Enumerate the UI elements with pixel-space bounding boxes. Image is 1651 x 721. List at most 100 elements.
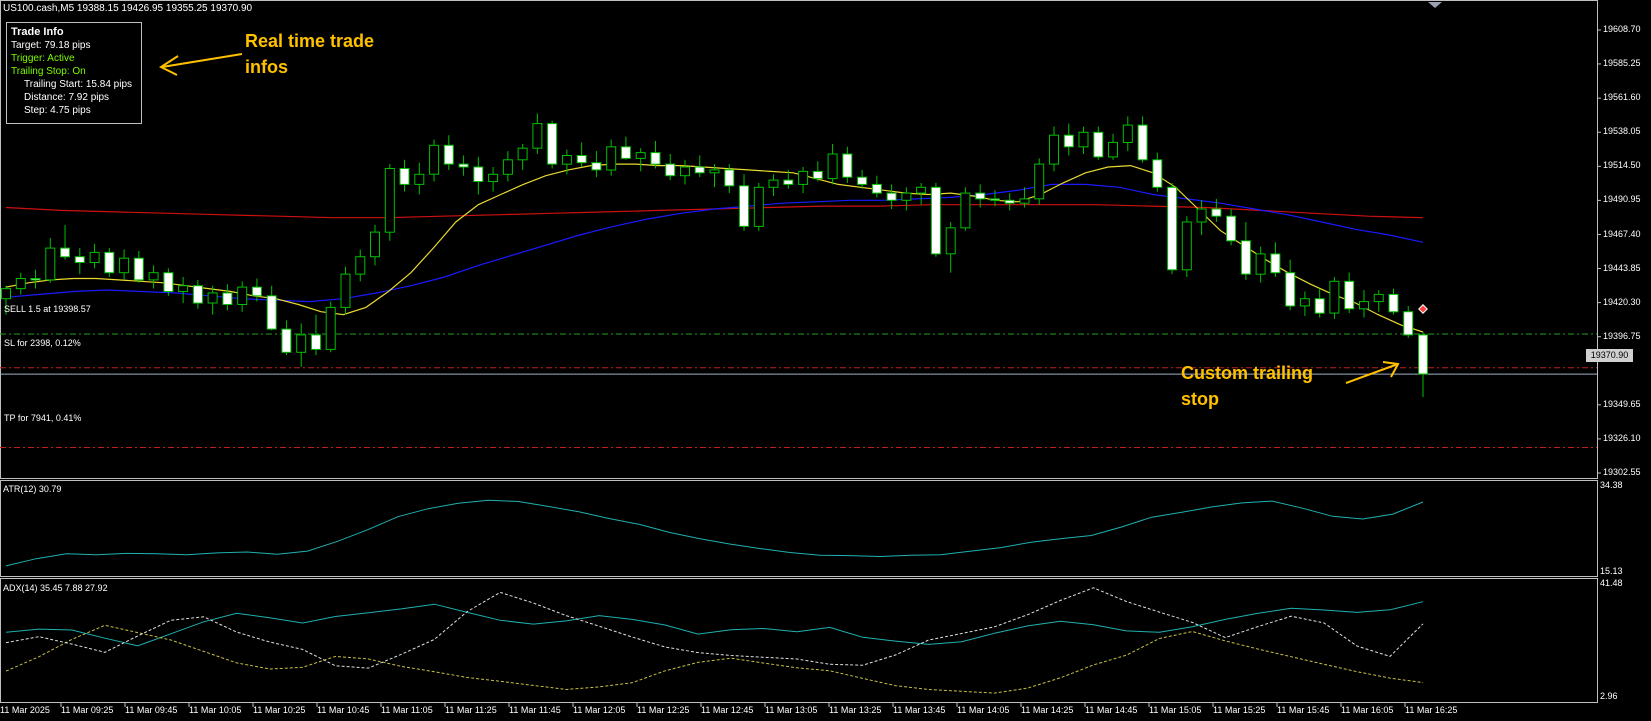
candle [30,269,41,289]
candle-body [1093,131,1104,158]
candle [1285,259,1296,311]
candle-body [1240,240,1251,275]
time-axis-label: 11 Mar 11:45 [509,705,561,715]
candle [207,285,218,315]
time-axis-label: 11 Mar 14:05 [957,705,1010,715]
candle [473,156,484,195]
candle-body [296,334,307,353]
adx-minus-di-line [5,587,1424,669]
time-axis-label: 11 Mar 16:25 [1405,705,1458,715]
candle-body [709,169,720,174]
candle-body [1019,198,1030,204]
candle-body [104,251,115,274]
time-axis-label: 11 Mar 16:05 [1341,705,1394,715]
candle-body [1196,208,1207,223]
candle-body [458,163,469,168]
time-axis-label: 11 Mar 09:25 [61,705,114,715]
candle-body [753,186,764,227]
candle-body [119,257,130,274]
candle-body [1,288,11,300]
candle [45,237,56,283]
time-axis-label: 11 Mar 12:45 [701,705,754,715]
candle [281,320,292,356]
candle-body [355,256,366,275]
candle [606,139,617,176]
candle [739,174,749,231]
candle-body [1299,298,1310,307]
candle-body [1226,215,1237,242]
time-axis-label: 11 Mar 11:25 [445,705,497,715]
candle [1314,288,1325,318]
time-axis-label: 11 Mar 10:45 [317,705,370,715]
candle-body [680,166,690,177]
candle-body [724,169,735,187]
candle-body [89,251,100,263]
candle [89,243,100,269]
adx-min-label: 2.96 [1600,691,1618,701]
candle-body [488,173,499,183]
target-text: Target: 79.18 pips [11,40,91,51]
candle [325,301,336,353]
candle-body [1403,311,1414,336]
candle [443,135,454,170]
candle-body [1122,124,1133,143]
candle-body [1359,301,1369,310]
time-axis-label: 11 Mar 15:45 [1277,705,1330,715]
candle [1255,246,1266,283]
candle-body [325,306,336,350]
price-axis-label: 19514.50 [1603,160,1641,171]
candle [842,146,853,183]
candle-body [561,155,572,165]
candle [133,250,144,283]
candle-body [384,168,395,233]
candle [916,182,927,205]
time-axis-label: 11 Mar 10:25 [253,705,306,715]
candle-body [178,285,189,293]
candle [989,190,1000,207]
candle-body [635,152,646,159]
candle-body [399,168,410,185]
order-marker-icon[interactable] [1418,304,1428,314]
scroll-marker-icon[interactable] [1428,2,1442,8]
candle [1108,133,1118,160]
time-axis-label: 11 Mar 14:45 [1085,705,1138,715]
time-axis-label: 11 Mar 13:25 [829,705,882,715]
sell-line-label: SELL 1.5 at 19398.57 [4,304,91,314]
price-axis-label: 19538.05 [1603,126,1641,137]
candle [414,162,425,195]
price-axis-label: 19490.95 [1603,194,1641,205]
candle [901,187,912,211]
candle [74,248,85,275]
time-axis-label: 11 Mar 13:45 [893,705,946,715]
atr-min-label: 15.13 [1600,566,1623,576]
candle [857,169,868,189]
price-axis-label: 19585.25 [1603,57,1641,68]
candle-body [192,285,203,304]
candle-body [1063,134,1074,148]
candle-body [266,295,277,330]
candle-body [1181,221,1192,271]
annotation-realtime-line2: infos [245,57,288,77]
candle-body [1344,280,1355,310]
candle-body [620,146,631,159]
candle-body [665,163,676,177]
candle-body [827,153,838,180]
candle-body [281,328,292,353]
candle [1329,277,1340,319]
candle-body [517,147,528,161]
candle [680,159,690,185]
time-axis-label: 11 Mar 2025 [0,705,50,715]
annotation-trailing-line1: Custom trailing [1181,363,1314,383]
candle-body [650,152,661,165]
candle-body [1004,199,1015,204]
ma-slow-line [5,204,1424,219]
candle-body [768,179,779,188]
candle [1019,187,1030,208]
candle [798,167,809,194]
candle [488,167,499,192]
candle [384,164,395,241]
candle-body [1152,159,1163,188]
atr-pane-frame [0,480,1598,577]
candle-body [1167,186,1178,271]
